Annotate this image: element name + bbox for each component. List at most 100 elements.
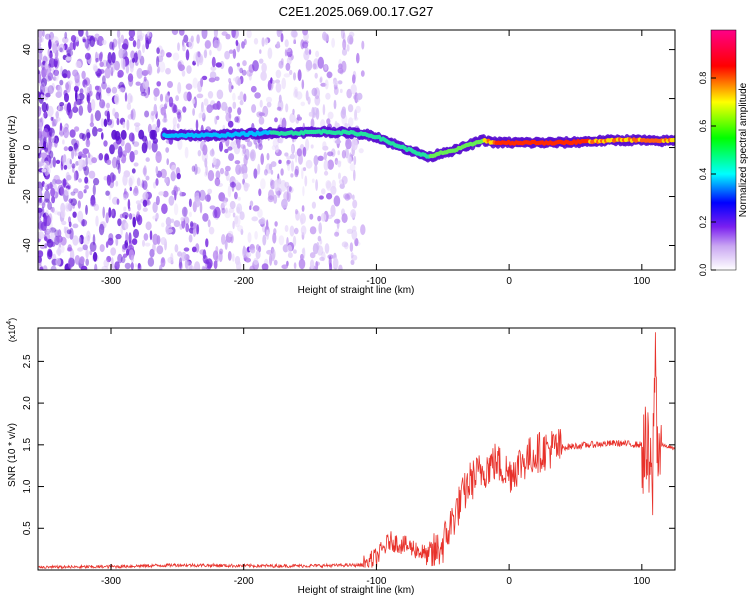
heatmap-speckle	[191, 98, 196, 105]
heatmap-speckle	[59, 122, 63, 132]
heatmap-speckle	[160, 257, 166, 268]
heatmap-speckle	[322, 31, 327, 41]
heatmap-speckle	[324, 79, 329, 90]
heatmap-speckle	[173, 220, 181, 228]
heatmap-speckle	[344, 123, 348, 128]
heatmap-speckle	[265, 96, 273, 103]
top-x-ticks: -300 -200 -100 0 100	[101, 30, 651, 287]
heatmap-speckle	[38, 162, 44, 167]
heatmap-speckle	[288, 186, 292, 192]
heatmap-speckle	[111, 86, 118, 94]
heatmap-speckle	[198, 112, 202, 119]
heatmap-speckle	[152, 243, 156, 253]
heatmap-speckle	[289, 69, 293, 75]
heatmap-speckle	[116, 198, 120, 205]
heatmap-speckle	[347, 34, 354, 45]
heatmap-speckle	[350, 209, 357, 219]
heatmap-speckle	[46, 229, 53, 240]
heatmap-speckle	[225, 207, 228, 214]
heatmap-speckle	[192, 60, 197, 66]
heatmap-speckle	[92, 126, 98, 137]
heatmap-speckle	[318, 195, 324, 200]
heatmap-speckle	[122, 243, 128, 250]
colorbar-gradient	[710, 29, 737, 271]
heatmap-speckle	[72, 223, 79, 229]
heatmap-speckle	[243, 154, 248, 166]
heatmap-speckle	[90, 194, 96, 206]
heatmap-speckle	[143, 165, 147, 177]
heatmap-speckle	[347, 117, 354, 127]
heatmap-speckle	[228, 66, 234, 75]
heatmap-speckle	[112, 156, 118, 169]
top-y-axis-label: Frequency (Hz)	[7, 116, 18, 185]
heatmap-speckle	[250, 85, 257, 93]
heatmap-speckle	[131, 108, 136, 121]
heatmap-speckle	[121, 43, 128, 50]
heatmap-speckle	[284, 49, 288, 57]
heatmap-speckle	[55, 111, 59, 119]
heatmap-speckle	[156, 118, 161, 128]
heatmap-speckle	[126, 248, 129, 256]
heatmap-speckle	[77, 190, 84, 200]
heatmap-speckle	[347, 104, 354, 113]
heatmap-speckle	[79, 256, 85, 265]
heatmap-speckle	[331, 179, 336, 189]
heatmap-speckle	[246, 30, 252, 39]
heatmap-speckle	[162, 117, 168, 123]
heatmap-speckle	[275, 69, 282, 79]
bottom-y-tick-label: 1.5	[22, 437, 33, 451]
heatmap-speckle	[170, 171, 176, 182]
heatmap-speckle	[266, 219, 269, 230]
heatmap-speckle	[64, 187, 70, 196]
heatmap-speckle	[137, 49, 142, 60]
heatmap-speckle	[126, 119, 130, 131]
heatmap-speckle	[278, 60, 284, 69]
heatmap-speckle	[276, 30, 282, 38]
heatmap-speckle	[353, 116, 359, 121]
heatmap-speckle	[82, 244, 88, 251]
heatmap-speckle	[87, 152, 91, 159]
heatmap-speckle	[48, 213, 53, 224]
bottom-y-tick-label: 2.0	[22, 396, 33, 410]
heatmap-speckle	[177, 42, 180, 51]
heatmap-speckle	[197, 51, 201, 58]
heatmap-speckle	[258, 116, 265, 125]
heatmap-speckle	[298, 153, 303, 165]
heatmap-speckle	[136, 67, 143, 79]
heatmap-speckle	[360, 70, 365, 77]
heatmap-speckle	[290, 30, 298, 38]
heatmap-speckle	[81, 153, 87, 158]
heatmap-speckle	[139, 32, 145, 38]
heatmap-speckle	[323, 159, 329, 171]
heatmap-speckle	[103, 118, 108, 128]
heatmap-speckle	[296, 148, 302, 157]
bottom-y-tick-label: 2.5	[22, 354, 33, 368]
heatmap-speckle	[75, 98, 82, 106]
heatmap-speckle	[165, 92, 170, 103]
heatmap-speckle	[40, 83, 45, 95]
heatmap-speckle	[209, 205, 216, 210]
heatmap-speckle	[123, 194, 128, 201]
heatmap-speckle	[272, 79, 275, 85]
bottom-y-ticks: 0.5 1.0 1.5 2.0 2.5	[22, 354, 675, 535]
heatmap-speckle	[142, 199, 148, 207]
heatmap-speckle	[201, 101, 204, 113]
heatmap-speckle	[344, 193, 351, 201]
heatmap-speckle	[70, 191, 76, 196]
heatmap-speckle	[53, 210, 59, 215]
heatmap-speckle	[338, 80, 343, 85]
heatmap-speckle	[276, 106, 282, 111]
heatmap-speckle	[60, 184, 65, 197]
heatmap-speckle	[99, 244, 105, 253]
heatmap-speckle	[57, 229, 62, 238]
heatmap-speckle	[48, 39, 52, 50]
heatmap-speckle	[224, 50, 231, 60]
heatmap-speckle	[91, 157, 97, 164]
heatmap-speckle	[90, 99, 96, 111]
heatmap-speckle	[309, 213, 314, 220]
heatmap-speckle	[273, 259, 278, 266]
heatmap-speckle	[128, 213, 133, 220]
heatmap-speckle	[228, 81, 233, 93]
heatmap-speckle	[98, 223, 105, 236]
heatmap-speckle	[166, 52, 172, 58]
